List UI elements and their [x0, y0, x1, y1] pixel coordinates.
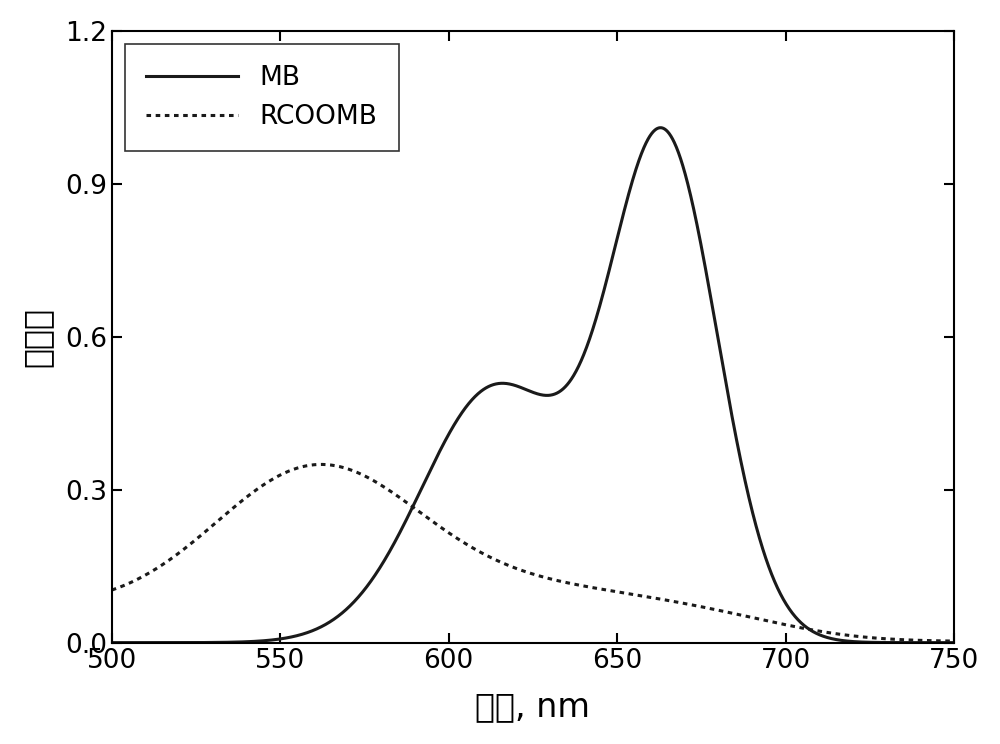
- RCOOMB: [948, 637, 960, 646]
- MB: [654, 124, 666, 132]
- X-axis label: 波长, nm: 波长, nm: [475, 690, 590, 723]
- MB: [149, 638, 161, 647]
- MB: [948, 638, 960, 647]
- Legend: MB, RCOOMB: MB, RCOOMB: [125, 44, 399, 152]
- RCOOMB: [315, 460, 327, 469]
- Line: MB: MB: [112, 128, 954, 643]
- RCOOMB: [493, 557, 505, 566]
- RCOOMB: [924, 636, 936, 645]
- Line: RCOOMB: RCOOMB: [112, 464, 954, 641]
- MB: [769, 579, 781, 588]
- Y-axis label: 吸光度: 吸光度: [21, 307, 54, 367]
- RCOOMB: [516, 566, 528, 575]
- MB: [515, 383, 527, 392]
- MB: [106, 638, 118, 647]
- RCOOMB: [106, 586, 118, 594]
- MB: [924, 638, 936, 647]
- RCOOMB: [769, 618, 781, 627]
- RCOOMB: [924, 636, 936, 645]
- RCOOMB: [149, 565, 161, 574]
- MB: [924, 638, 936, 647]
- MB: [493, 379, 505, 388]
